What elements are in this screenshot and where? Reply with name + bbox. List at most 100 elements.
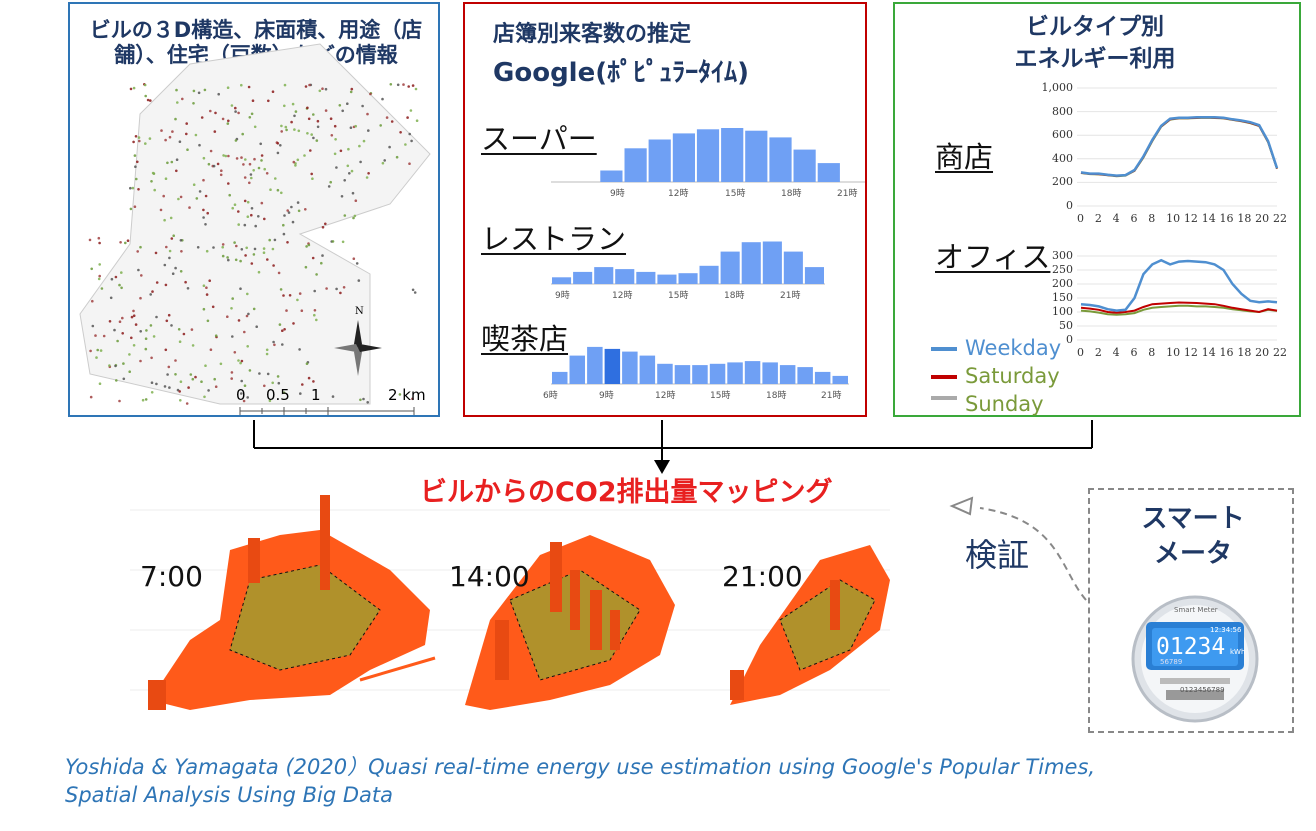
- map-dot: [271, 90, 275, 93]
- pt0-tick: 15時: [725, 189, 746, 199]
- map-dot: [211, 305, 215, 309]
- map-dot: [274, 177, 277, 180]
- map-dot: [235, 157, 239, 160]
- map-dot: [230, 377, 233, 380]
- map-dot: [98, 263, 101, 266]
- map-dot: [120, 271, 123, 274]
- map-dot: [231, 297, 234, 300]
- map-dot: [149, 324, 153, 327]
- map-dot: [202, 156, 206, 160]
- map-dot: [227, 182, 230, 185]
- map-dot: [185, 402, 189, 405]
- energy-x-tick: 20: [1255, 212, 1270, 225]
- legend-saturday-swatch: [931, 375, 957, 379]
- energy-y-tick: 100: [1052, 305, 1073, 318]
- energy-x-tick: 18: [1237, 346, 1252, 359]
- map-dot: [203, 88, 207, 92]
- map-dot: [346, 102, 349, 105]
- map-dot: [137, 136, 141, 139]
- pt1-tick: 15時: [668, 291, 689, 301]
- map-dot: [252, 169, 255, 172]
- map-dot: [254, 224, 257, 228]
- map-dot: [164, 138, 167, 142]
- map-dot: [388, 145, 391, 149]
- map-dot: [252, 307, 256, 311]
- map-dot: [272, 340, 275, 344]
- map-dot: [330, 134, 334, 137]
- map-dot: [237, 359, 240, 362]
- map-dot: [176, 101, 179, 104]
- popular-times-bar: [672, 133, 695, 182]
- map-dot: [411, 397, 414, 401]
- map-dot: [390, 120, 394, 123]
- map-dot: [118, 399, 121, 403]
- map-dot: [333, 124, 337, 128]
- map-dot: [122, 362, 125, 365]
- map-dot: [280, 124, 283, 128]
- map-dot: [191, 377, 195, 381]
- map-dot: [331, 395, 335, 398]
- map-dot: [141, 398, 145, 402]
- map-dot: [205, 293, 209, 296]
- map-dot: [268, 399, 272, 403]
- map-dot: [358, 144, 361, 148]
- popular-times-bar: [727, 362, 743, 384]
- popular-times-bar: [569, 355, 585, 384]
- map-dot: [139, 296, 142, 300]
- map-dot: [354, 124, 358, 128]
- map-dot: [205, 249, 209, 253]
- legend-saturday: Saturday: [965, 364, 1060, 388]
- map-dot: [212, 164, 216, 168]
- map-dot: [408, 132, 412, 136]
- map-dot: [316, 119, 320, 123]
- energy-y-tick: 0: [1066, 199, 1073, 212]
- map-dot: [263, 384, 266, 388]
- map-dot: [139, 359, 142, 363]
- map-dot: [315, 273, 318, 276]
- scale-bar: [239, 407, 415, 415]
- map-dot: [281, 329, 284, 333]
- energy-y-tick: 150: [1052, 291, 1073, 304]
- map-dot: [222, 154, 225, 157]
- popular-times-bar: [699, 265, 719, 284]
- energy-x-tick: 10: [1166, 346, 1181, 359]
- map-dot: [132, 140, 135, 144]
- map-dot: [209, 149, 213, 153]
- energy-x-tick: 4: [1112, 212, 1120, 225]
- meter-unit: kWh: [1230, 648, 1246, 656]
- map-dot: [196, 246, 200, 249]
- map-dot: [245, 246, 248, 250]
- map-dot: [357, 279, 361, 282]
- map-dot: [321, 254, 324, 257]
- map-dot: [266, 372, 270, 376]
- map-dot: [143, 83, 147, 87]
- energy-y-tick: 1,000: [1041, 81, 1074, 94]
- map-dot: [159, 208, 163, 212]
- map-dot: [257, 166, 261, 170]
- map-dot: [178, 390, 181, 393]
- pt0-tick: 21時: [837, 189, 858, 199]
- map-dot: [174, 266, 177, 270]
- map-dot: [179, 239, 183, 242]
- map-dot: [324, 109, 328, 112]
- map-dot: [292, 322, 295, 325]
- energy-x-tick: 6: [1130, 346, 1138, 359]
- map-dot: [307, 243, 311, 247]
- map-dot: [283, 214, 286, 217]
- map-dot: [304, 85, 308, 88]
- map-dot: [252, 253, 256, 256]
- map-dot: [234, 106, 237, 110]
- map-dot: [233, 351, 237, 354]
- map-dot: [282, 223, 285, 227]
- map-dot: [164, 283, 168, 287]
- map-dot: [353, 214, 357, 218]
- energy-x-tick: 12: [1183, 346, 1198, 359]
- map-dot: [170, 237, 174, 240]
- time-label-0700: 7:00: [140, 560, 203, 593]
- map-dot: [402, 83, 405, 86]
- map-dot: [250, 213, 253, 217]
- map-dot: [313, 309, 317, 312]
- scale-1: 1: [311, 386, 321, 404]
- map-dot: [247, 312, 250, 316]
- map-dot: [265, 172, 269, 175]
